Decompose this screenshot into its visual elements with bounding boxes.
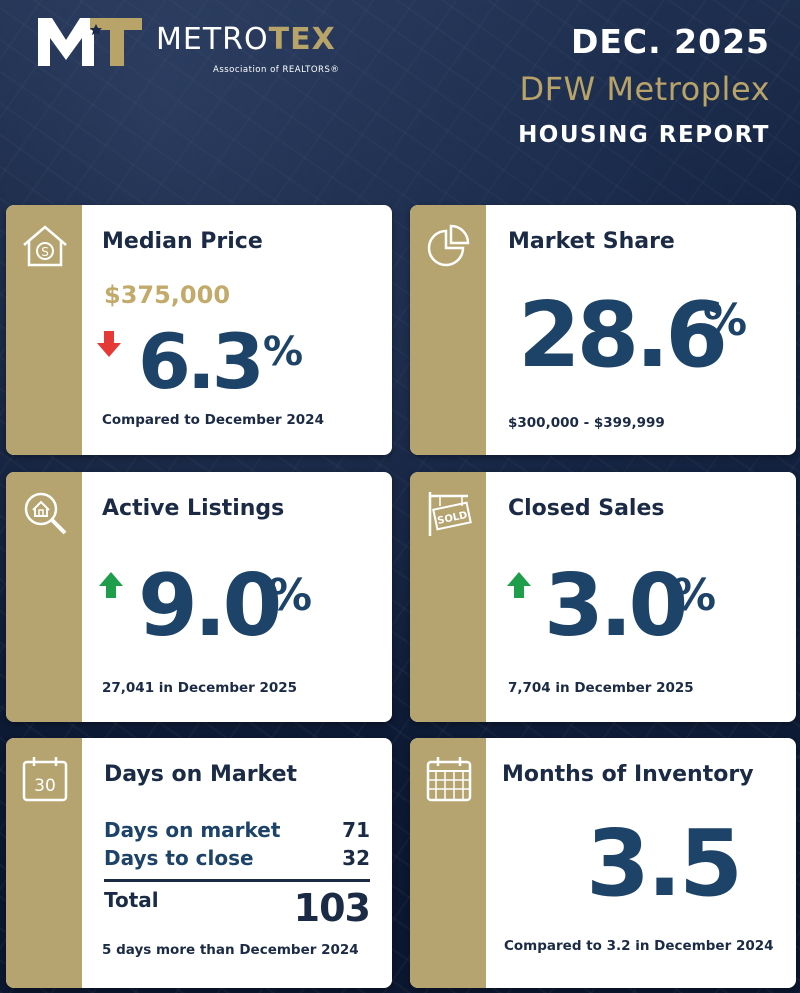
market-share-value: 28.6	[518, 283, 728, 388]
card-footnote: Compared to December 2024	[102, 412, 324, 428]
calendar-grid-icon	[426, 757, 472, 802]
dom-total-row: Total 103	[104, 886, 371, 930]
card-accent-band	[410, 205, 486, 455]
median-price-card: S Median Price $375,000 6.3 % Compared t…	[6, 205, 392, 455]
calendar-30-icon: 30	[22, 757, 68, 802]
closed-sales-card: SOLD Closed Sales 3.0 % 7,704 in Decembe…	[410, 472, 796, 722]
dom-row-value: 71	[342, 818, 370, 842]
card-footnote: Compared to 3.2 in December 2024	[504, 938, 774, 954]
dom-row-label: Days on market	[104, 818, 281, 842]
report-region: DFW Metroplex	[519, 70, 770, 108]
closed-sales-change: 3.0	[544, 556, 688, 656]
card-footnote: 7,704 in December 2025	[508, 680, 694, 696]
card-accent-band	[6, 472, 82, 722]
pie-chart-icon	[427, 224, 470, 267]
dom-total-value: 103	[293, 886, 371, 930]
percent-sign: %	[268, 570, 313, 621]
card-footnote: $300,000 - $399,999	[508, 415, 665, 431]
dom-row-days-on-market: Days on market 71	[104, 818, 370, 842]
report-date: DEC. 2025	[570, 22, 770, 61]
dom-row-label: Days to close	[104, 846, 254, 870]
months-of-inventory-value: 3.5	[586, 810, 743, 917]
house-search-icon	[24, 492, 67, 535]
dom-total-label: Total	[104, 888, 159, 912]
active-listings-card: Active Listings 9.0 % 27,041 in December…	[6, 472, 392, 722]
market-share-card: Market Share 28.6 % $300,000 - $399,999	[410, 205, 796, 455]
card-footnote: 27,041 in December 2025	[102, 680, 298, 696]
median-price-value: $375,000	[104, 281, 231, 309]
dom-row-value: 32	[342, 846, 370, 870]
active-listings-change: 9.0	[138, 556, 282, 656]
house-dollar-icon: S	[23, 225, 67, 267]
days-on-market-card: 30 Days on Market Days on market 71 Days…	[6, 738, 392, 988]
report-title: HOUSING REPORT	[518, 122, 770, 148]
card-accent-band	[6, 738, 82, 988]
card-accent-band	[410, 472, 486, 722]
months-of-inventory-card: Months of Inventory 3.5 Compared to 3.2 …	[410, 738, 796, 988]
card-title: Days on Market	[104, 762, 298, 787]
card-footnote: 5 days more than December 2024	[102, 942, 359, 958]
percent-sign: %	[263, 329, 304, 375]
percent-sign: %	[703, 295, 748, 346]
median-price-change: 6.3	[138, 317, 265, 406]
dom-row-days-to-close: Days to close 32	[104, 846, 370, 870]
card-accent-band	[6, 205, 82, 455]
mt-logo-mark-icon	[38, 18, 142, 66]
card-title: Market Share	[508, 229, 675, 254]
total-divider	[104, 879, 370, 882]
percent-sign: %	[672, 570, 717, 621]
logo-wordmark: METROTEX	[156, 22, 336, 57]
card-title: Active Listings	[102, 496, 285, 521]
logo-tagline: Association of REALTORS®	[213, 65, 340, 75]
arrow-down-icon	[97, 331, 121, 357]
svg-text:30: 30	[34, 776, 56, 796]
card-title: Months of Inventory	[502, 762, 754, 787]
sold-sign-icon: SOLD	[428, 492, 472, 536]
arrow-up-icon	[99, 572, 123, 598]
svg-text:S: S	[41, 245, 49, 259]
card-title: Closed Sales	[508, 496, 665, 521]
card-title: Median Price	[102, 229, 263, 254]
arrow-up-icon	[507, 572, 531, 598]
metrotex-logo: METROTEX Association of REALTORS®	[36, 14, 376, 75]
